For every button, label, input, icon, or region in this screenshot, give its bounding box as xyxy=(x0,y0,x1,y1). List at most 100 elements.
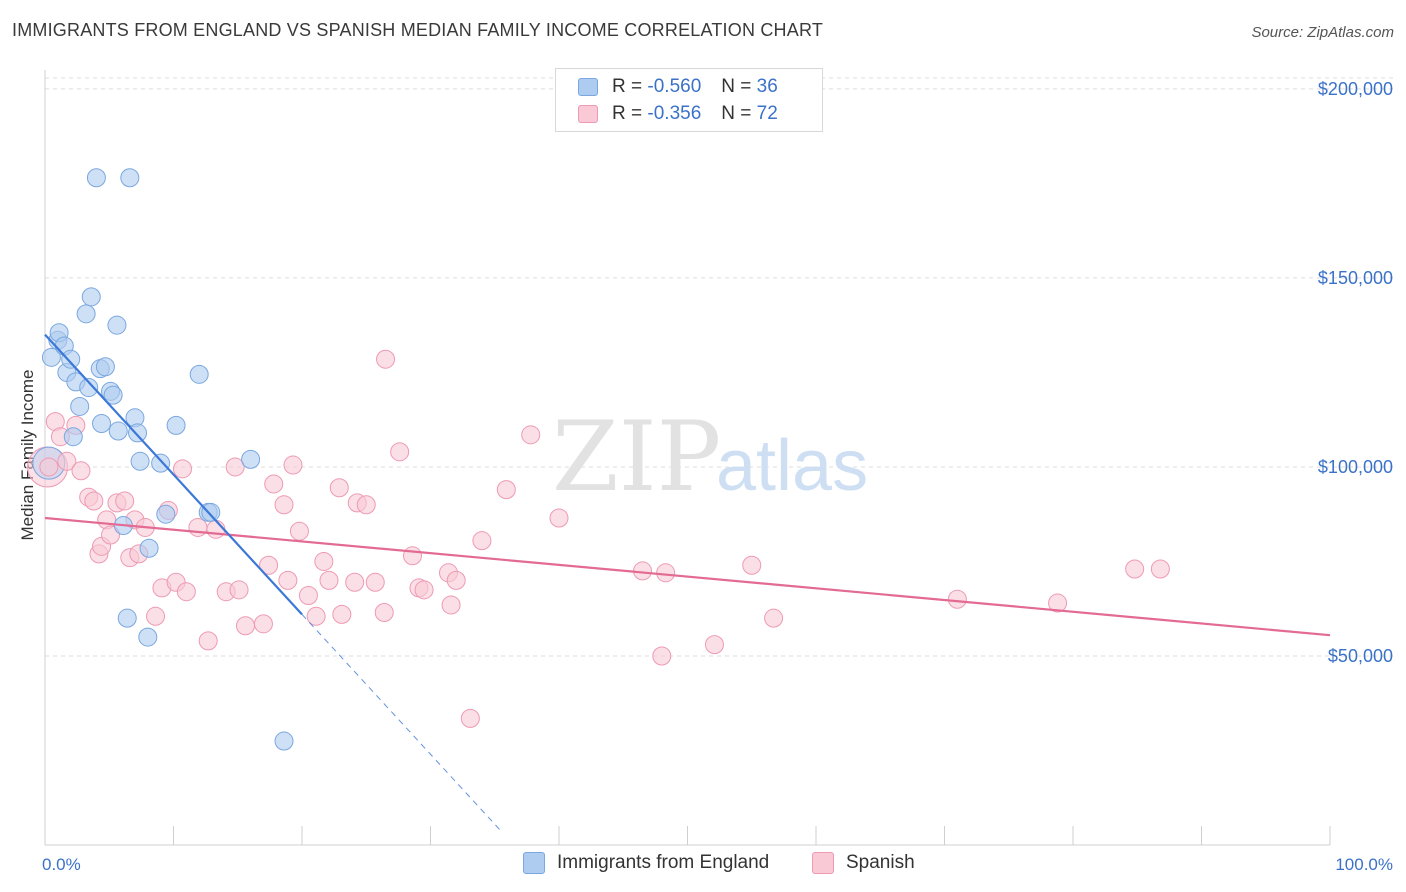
r-value: -0.356 xyxy=(647,103,702,124)
x-tick-label: 100.0% xyxy=(1335,855,1393,874)
spanish-point xyxy=(947,589,967,609)
england-point xyxy=(130,451,150,471)
spanish-point xyxy=(289,521,309,541)
spanish-point xyxy=(39,457,59,477)
england-point xyxy=(70,396,90,416)
england-point xyxy=(274,731,294,751)
spanish-point xyxy=(764,608,784,628)
england-point xyxy=(95,357,115,377)
spanish-point xyxy=(345,572,365,592)
spanish-point xyxy=(374,603,394,622)
spanish-point xyxy=(283,455,303,475)
england-point xyxy=(166,415,186,435)
y-tick-label: $100,000 xyxy=(1318,457,1393,477)
trend-lines xyxy=(44,333,1331,832)
n-label: N = xyxy=(721,103,752,124)
r-value: -0.560 xyxy=(647,76,702,97)
y-tick-label: $50,000 xyxy=(1328,646,1393,666)
spanish-trend-line xyxy=(44,516,1331,637)
y-tick-label: $200,000 xyxy=(1318,79,1393,99)
n-label: N = xyxy=(721,76,752,97)
y-tick-labels: $50,000 $100,000 $150,000 $200,000 xyxy=(1318,79,1393,666)
spanish-point xyxy=(521,425,541,445)
england-point xyxy=(76,304,96,324)
x-tick-label: 0.0% xyxy=(42,855,81,874)
spanish-point xyxy=(414,580,434,600)
spanish-swatch xyxy=(578,105,598,123)
england-point xyxy=(61,349,81,369)
spanish-point xyxy=(656,563,676,583)
spanish-point xyxy=(314,551,334,571)
england-point xyxy=(63,427,83,447)
spanish-point xyxy=(1048,593,1068,613)
england-swatch xyxy=(578,78,598,96)
england-point xyxy=(139,538,159,558)
gridlines xyxy=(45,77,1395,657)
spanish-point xyxy=(390,442,410,462)
chart-title: IMMIGRANTS FROM ENGLAND VS SPANISH MEDIA… xyxy=(12,20,824,40)
spanish-point xyxy=(365,572,385,592)
legend-label: Spanish xyxy=(846,852,915,873)
england-point xyxy=(86,168,106,188)
spanish-point xyxy=(376,349,396,369)
legend-item-england[interactable]: Immigrants from England xyxy=(523,852,769,874)
stats-row-spanish: R = -0.356 N = 72 xyxy=(578,101,778,127)
england-point xyxy=(120,168,140,188)
england-point xyxy=(107,315,127,335)
england-legend-swatch xyxy=(523,852,545,874)
england-point xyxy=(241,449,261,469)
england-point xyxy=(81,287,101,307)
england-trend-extension xyxy=(301,614,502,832)
legend-item-spanish[interactable]: Spanish xyxy=(812,852,915,874)
spanish-point xyxy=(319,570,339,590)
spanish-point xyxy=(57,451,77,471)
stats-legend: R = -0.560 N = 36 R = -0.356 N = 72 xyxy=(555,68,823,132)
spanish-point xyxy=(298,585,318,605)
axes xyxy=(44,70,1331,846)
england-point xyxy=(92,413,112,433)
x-tick-labels: 0.0% 100.0% xyxy=(42,855,1393,874)
england-point xyxy=(201,502,221,522)
spanish-point xyxy=(306,606,326,626)
data-points xyxy=(27,168,1170,751)
spanish-point xyxy=(652,646,672,666)
spanish-point xyxy=(225,457,245,477)
watermark-zip: ZIP xyxy=(552,401,721,513)
spanish-point xyxy=(403,546,423,566)
spanish-point xyxy=(206,519,226,539)
england-point xyxy=(117,608,137,628)
spanish-point xyxy=(446,570,466,590)
spanish-legend-swatch xyxy=(812,852,834,874)
spanish-point xyxy=(253,614,273,634)
spanish-point xyxy=(176,582,196,602)
spanish-point xyxy=(332,604,352,624)
spanish-point xyxy=(188,517,208,537)
y-axis-label: Median Family Income xyxy=(18,369,37,540)
r-label: R = xyxy=(612,76,643,97)
series-legend: Immigrants from England Spanish xyxy=(0,852,1406,878)
spanish-point xyxy=(101,525,121,545)
spanish-point xyxy=(198,631,218,651)
stats-row-england: R = -0.560 N = 36 xyxy=(578,74,778,100)
spanish-point xyxy=(472,531,492,551)
spanish-point xyxy=(441,595,461,615)
spanish-point xyxy=(496,480,516,500)
england-point xyxy=(138,627,158,647)
spanish-point xyxy=(742,555,762,575)
spanish-point xyxy=(356,495,376,515)
source-label: Source: ZipAtlas.com xyxy=(1251,24,1394,41)
spanish-point xyxy=(1150,559,1170,579)
watermark-atlas: atlas xyxy=(716,426,868,506)
spanish-point xyxy=(460,708,480,728)
spanish-point xyxy=(229,580,249,600)
england-point xyxy=(79,378,99,398)
spanish-point xyxy=(235,616,255,636)
r-label: R = xyxy=(612,103,643,124)
spanish-point xyxy=(259,555,279,575)
n-value: 36 xyxy=(756,76,778,97)
england-point xyxy=(128,423,148,443)
spanish-point xyxy=(549,508,569,528)
spanish-point xyxy=(71,461,91,481)
spanish-point xyxy=(329,478,349,498)
